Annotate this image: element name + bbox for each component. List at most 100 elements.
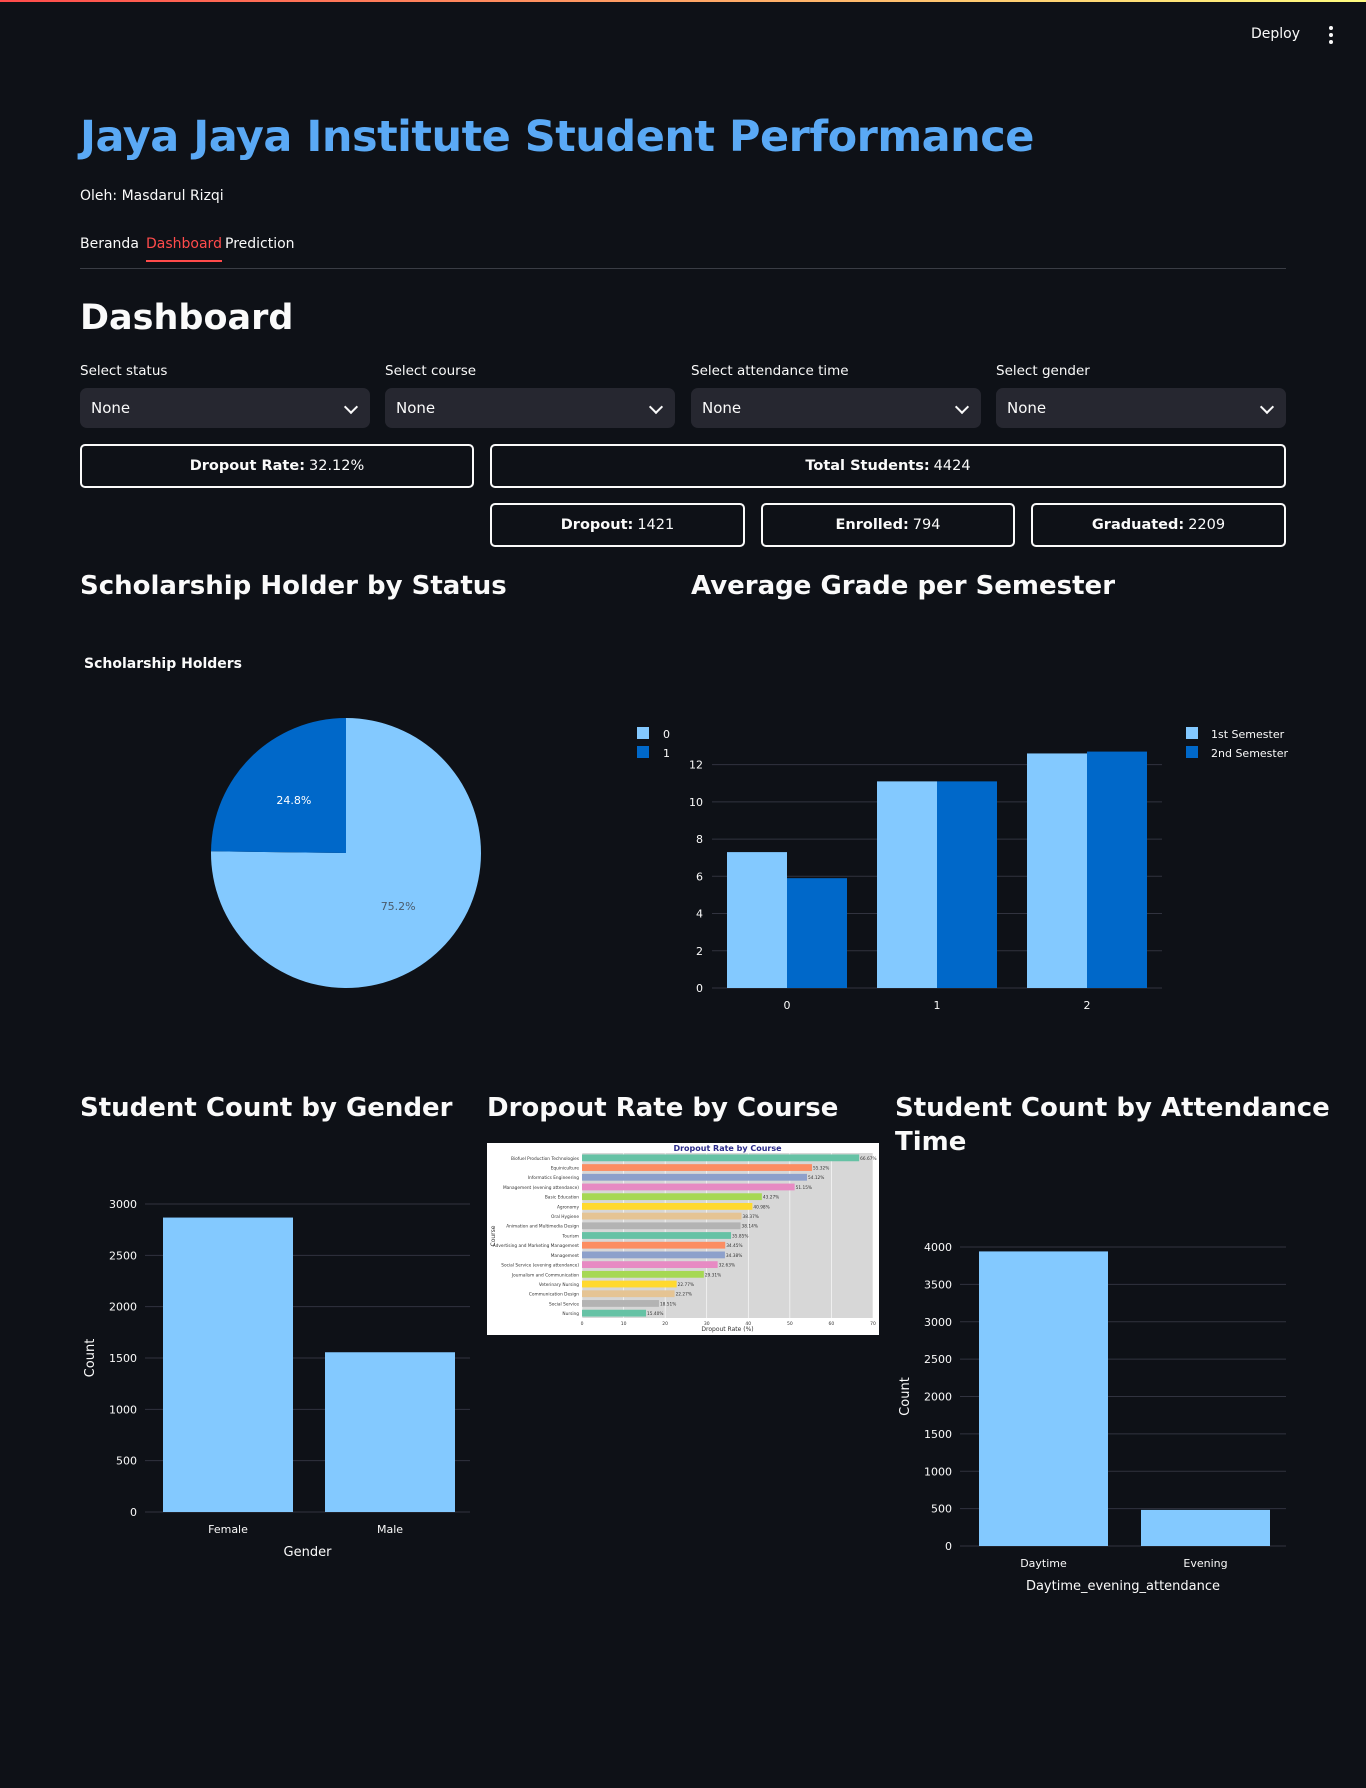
- x-tick-label: 2: [1084, 999, 1091, 1012]
- course-value-label: 32.63%: [719, 1263, 735, 1269]
- course-value-label: 55.32%: [813, 1166, 829, 1172]
- grade-bar: [787, 878, 847, 988]
- course-bar: [582, 1202, 753, 1210]
- course-label: Tourism: [561, 1233, 579, 1239]
- x-tick-label: 0: [581, 1321, 584, 1327]
- y-tick-label: 0: [130, 1506, 137, 1519]
- legend-label: 1st Semester: [1211, 728, 1285, 741]
- attendance-select[interactable]: None: [691, 388, 981, 428]
- y-tick-label: 4: [696, 908, 703, 921]
- course-value-label: 43.27%: [763, 1195, 779, 1201]
- course-label: Management: [551, 1253, 580, 1259]
- tab-dashboard[interactable]: Dashboard: [146, 236, 222, 262]
- enrolled-count-metric: Enrolled: 794: [761, 503, 1015, 547]
- count-bar: [1141, 1509, 1270, 1546]
- course-value-label: 22.77%: [678, 1282, 694, 1288]
- x-axis-title: Daytime_evening_attendance: [1026, 1579, 1220, 1594]
- plot-area: [582, 1153, 873, 1318]
- course-select[interactable]: None: [385, 388, 675, 428]
- x-tick-label: Evening: [1183, 1557, 1227, 1570]
- page-title: Jaya Jaya Institute Student Performance: [80, 112, 1034, 162]
- gender-chart-title: Student Count by Gender: [80, 1093, 453, 1123]
- y-tick-label: 0: [945, 1540, 952, 1553]
- legend-label: 0: [663, 728, 670, 741]
- course-bar: [582, 1183, 795, 1191]
- legend-swatch: [637, 727, 649, 739]
- course-label: Social Service (evening attendance): [501, 1263, 579, 1269]
- y-tick-label: 6: [696, 870, 703, 883]
- course-label: Agronomy: [557, 1204, 580, 1210]
- course-value-label: 35.85%: [732, 1233, 748, 1239]
- filter-course-label: Select course: [385, 363, 477, 379]
- metric-label: Enrolled:: [835, 517, 909, 533]
- x-axis-title: Gender: [284, 1545, 333, 1560]
- count-bar: [163, 1217, 293, 1512]
- attendance-chart-title: Student Count by Attendance Time: [895, 1092, 1330, 1160]
- course-label: Journalism and Communication: [511, 1272, 579, 1278]
- course-value-label: 66.67%: [860, 1156, 876, 1162]
- course-bar: [582, 1154, 860, 1162]
- course-label: Social Service: [549, 1301, 579, 1307]
- legend-label: 2nd Semester: [1211, 747, 1288, 760]
- course-bar: [582, 1280, 677, 1288]
- y-tick-label: 1000: [109, 1403, 137, 1416]
- course-label: Advertising and Marketing Management: [493, 1243, 580, 1249]
- dropout-course-chart-title: Dropout Rate by Course: [487, 1093, 839, 1123]
- y-tick-label: 2000: [109, 1301, 137, 1314]
- course-bar: [582, 1290, 675, 1298]
- x-tick-label: Daytime: [1020, 1557, 1067, 1570]
- pie-chart-title: Scholarship Holders: [84, 656, 242, 672]
- filter-gender-label: Select gender: [996, 363, 1090, 379]
- course-label: Management (evening attendance): [503, 1185, 579, 1191]
- gender-select[interactable]: None: [996, 388, 1286, 428]
- x-tick-label: Female: [208, 1523, 248, 1536]
- gender-select-value: None: [1007, 399, 1047, 417]
- deploy-button[interactable]: Deploy: [1250, 26, 1300, 42]
- course-bar: [582, 1309, 647, 1317]
- x-tick-label: 40: [745, 1321, 751, 1327]
- pie-slice: [211, 718, 482, 988]
- chevron-down-icon: [1259, 399, 1275, 415]
- attendance-title-line2: Time: [895, 1126, 967, 1157]
- tab-beranda[interactable]: Beranda: [80, 236, 139, 252]
- dropout-count-metric: Dropout: 1421: [490, 503, 745, 547]
- metric-value: 4424: [933, 458, 971, 474]
- course-bar: [582, 1241, 726, 1249]
- course-bar: [582, 1164, 812, 1171]
- status-select-value: None: [91, 399, 131, 417]
- course-value-label: 34.38%: [726, 1253, 742, 1259]
- tab-prediction[interactable]: Prediction: [225, 236, 295, 252]
- attendance-title-line1: Student Count by Attendance: [895, 1093, 1330, 1123]
- y-tick-label: 2500: [924, 1353, 952, 1366]
- y-tick-label: 1000: [924, 1465, 952, 1478]
- metric-label: Dropout:: [560, 517, 634, 533]
- x-tick-label: 30: [704, 1321, 710, 1327]
- status-select[interactable]: None: [80, 388, 370, 428]
- y-tick-label: 3000: [109, 1198, 137, 1211]
- attendance-select-value: None: [702, 399, 742, 417]
- metric-value: 794: [912, 517, 941, 533]
- course-label: Communication Design: [529, 1292, 579, 1298]
- legend-swatch: [1186, 746, 1198, 758]
- pie-slice: [211, 718, 346, 853]
- y-tick-label: 1500: [109, 1352, 137, 1365]
- scholarship-chart-title: Scholarship Holder by Status: [80, 571, 507, 601]
- dropout-rate-metric: Dropout Rate: 32.12%: [80, 444, 474, 488]
- course-bar: [582, 1222, 741, 1230]
- pie-slice-label: 75.2%: [381, 900, 416, 913]
- course-value-label: 38.37%: [743, 1214, 759, 1220]
- metric-label: Graduated:: [1091, 517, 1185, 533]
- course-bar: [582, 1193, 762, 1201]
- course-bar: [582, 1270, 704, 1278]
- course-bar: [582, 1261, 718, 1269]
- more-vertical-icon[interactable]: [1328, 26, 1334, 44]
- x-tick-label: 20: [662, 1321, 668, 1327]
- course-value-label: 38.14%: [742, 1224, 758, 1230]
- course-select-value: None: [396, 399, 436, 417]
- y-axis-title: Count: [898, 1377, 913, 1416]
- x-tick-label: 1: [934, 999, 941, 1012]
- y-tick-label: 2: [696, 945, 703, 958]
- metric-value: 1421: [637, 517, 675, 533]
- total-students-metric: Total Students: 4424: [490, 444, 1286, 488]
- x-tick-label: 50: [787, 1321, 793, 1327]
